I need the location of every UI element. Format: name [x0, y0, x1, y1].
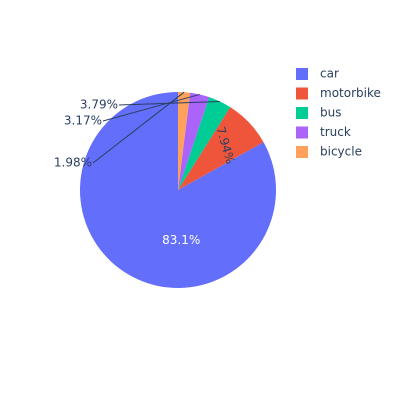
legend-label-motorbike: motorbike: [320, 86, 381, 100]
legend-item-bicycle[interactable]: bicycle: [296, 145, 362, 159]
legend-item-motorbike[interactable]: motorbike: [296, 86, 381, 100]
slice-label-bicycle: 1.98%: [54, 156, 92, 170]
pie-slices: [79, 92, 277, 289]
legend-swatch-bicycle: [296, 146, 308, 158]
pie-slice-truck[interactable]: [178, 92, 210, 190]
pie-slice-car[interactable]: [79, 92, 277, 289]
legend-item-bus[interactable]: bus: [296, 106, 341, 120]
pie-slice-motorbike[interactable]: [178, 107, 264, 190]
legend-swatch-car: [296, 68, 308, 80]
legend: car motorbike bus truck bicycle: [296, 67, 381, 159]
legend-label-car: car: [320, 67, 339, 81]
slice-label-car: 83.1%: [162, 233, 200, 247]
legend-label-bicycle: bicycle: [320, 145, 362, 159]
legend-item-truck[interactable]: truck: [296, 125, 351, 139]
pie-slice-bus[interactable]: [178, 97, 231, 190]
slice-label-truck: 3.17%: [64, 114, 102, 128]
legend-item-car[interactable]: car: [296, 67, 339, 81]
pie-slice-bicycle[interactable]: [178, 92, 191, 190]
legend-swatch-motorbike: [296, 87, 308, 100]
legend-swatch-truck: [296, 126, 308, 139]
leader-line-truck: [102, 93, 200, 122]
legend-swatch-bus: [296, 107, 308, 119]
legend-label-truck: truck: [320, 125, 351, 139]
legend-label-bus: bus: [320, 106, 341, 120]
slice-label-bus: 3.79%: [80, 98, 118, 112]
leader-line-bicycle: [92, 91, 185, 164]
